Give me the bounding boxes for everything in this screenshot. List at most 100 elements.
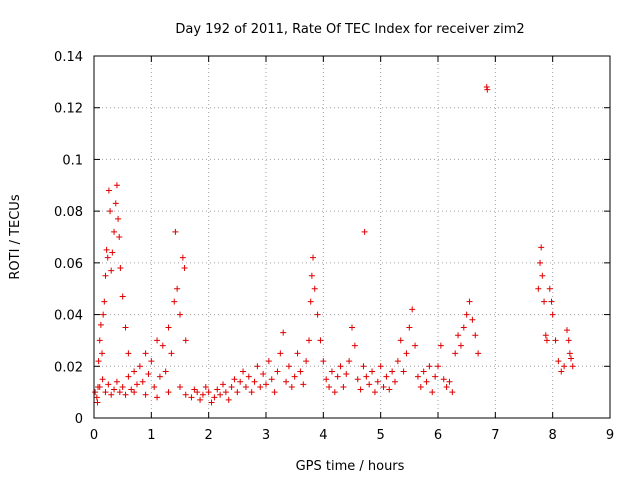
data-point [225, 396, 232, 403]
data-point [105, 187, 112, 194]
data-point [115, 215, 122, 222]
data-point [191, 386, 198, 393]
data-point [100, 311, 107, 318]
data-point [443, 383, 450, 390]
data-point [136, 363, 143, 370]
data-point [260, 371, 267, 378]
data-point [237, 378, 244, 385]
data-point [460, 324, 467, 331]
data-point [369, 368, 376, 375]
data-point [548, 298, 555, 305]
data-point [111, 228, 118, 235]
data-point [231, 376, 238, 383]
data-point [122, 391, 129, 398]
data-point [406, 324, 413, 331]
y-tick-label: 0.04 [54, 309, 83, 324]
data-point [108, 267, 115, 274]
data-point [417, 383, 424, 390]
data-point [240, 368, 247, 375]
data-point [357, 386, 364, 393]
data-point [400, 368, 407, 375]
data-point [569, 363, 576, 370]
data-point [113, 182, 120, 189]
data-point [93, 394, 100, 401]
data-point [156, 373, 163, 380]
data-point [181, 265, 188, 272]
data-point [343, 371, 350, 378]
data-point [543, 337, 550, 344]
data-point [440, 376, 447, 383]
data-point [340, 383, 347, 390]
data-point [552, 337, 559, 344]
data-point [455, 332, 462, 339]
data-point [202, 383, 209, 390]
data-point [549, 311, 556, 318]
x-axis-label: GPS time / hours [296, 459, 405, 474]
data-point [151, 383, 158, 390]
data-point [274, 368, 281, 375]
data-point [320, 358, 327, 365]
data-point [475, 350, 482, 357]
data-point [119, 293, 126, 300]
data-point [168, 350, 175, 357]
data-point [566, 350, 573, 357]
data-point [303, 358, 310, 365]
data-point [105, 381, 112, 388]
data-point [234, 389, 241, 396]
data-point [116, 389, 123, 396]
data-point [165, 389, 172, 396]
data-point [108, 391, 115, 398]
data-point [222, 389, 229, 396]
data-point [112, 200, 119, 207]
data-point [145, 371, 152, 378]
data-point [371, 389, 378, 396]
data-point [420, 368, 427, 375]
y-tick-label: 0.06 [54, 257, 83, 272]
data-point [538, 244, 545, 251]
data-point [323, 376, 330, 383]
data-point [546, 285, 553, 292]
data-point [483, 84, 490, 91]
data-point [409, 306, 416, 313]
data-point [328, 368, 335, 375]
data-point [171, 298, 178, 305]
data-point [351, 342, 358, 349]
data-point [271, 389, 278, 396]
data-point [182, 337, 189, 344]
x-tick-label: 9 [606, 428, 614, 443]
data-point [349, 324, 355, 331]
data-point [254, 363, 261, 370]
data-point [142, 350, 149, 357]
data-point [386, 386, 393, 393]
data-point [374, 378, 381, 385]
data-point [134, 381, 140, 388]
x-tick-label: 4 [319, 428, 327, 443]
data-point [308, 272, 315, 279]
data-point [537, 259, 544, 266]
data-point [139, 378, 146, 385]
data-point [412, 342, 419, 349]
data-point [97, 321, 104, 328]
data-point [457, 342, 464, 349]
data-point [337, 363, 344, 370]
data-point [380, 383, 387, 390]
data-point [397, 337, 404, 344]
data-point [326, 383, 333, 390]
x-tick-label: 2 [205, 428, 213, 443]
data-point [539, 272, 546, 279]
data-point [99, 376, 106, 383]
data-point [558, 368, 565, 375]
x-tick-label: 7 [491, 428, 499, 443]
data-point [389, 368, 396, 375]
y-tick-label: 0.08 [54, 205, 83, 220]
data-point [211, 394, 218, 401]
data-point [125, 373, 132, 380]
data-point [555, 358, 562, 365]
x-tick-label: 5 [377, 428, 385, 443]
data-point [102, 272, 109, 279]
data-point [472, 332, 479, 339]
plot-frame [93, 55, 611, 419]
data-point [199, 391, 206, 398]
x-tick-label: 8 [549, 428, 557, 443]
